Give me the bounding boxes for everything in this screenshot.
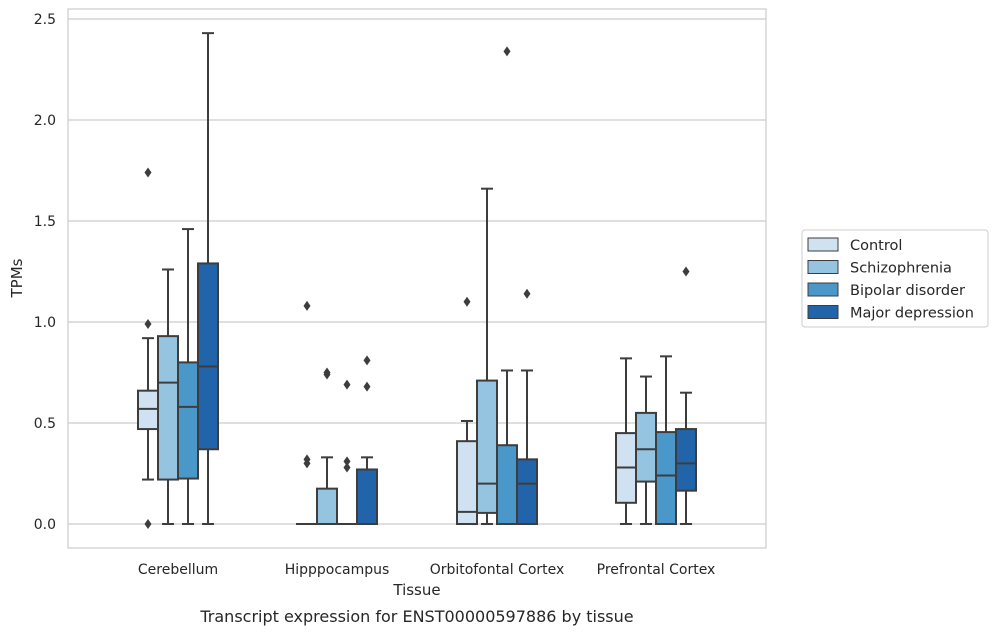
box-control [456, 296, 478, 525]
box-bipolar-disorder [496, 46, 518, 525]
legend-swatch [807, 237, 839, 252]
legend-label: Major depression [850, 306, 974, 322]
box-body [157, 335, 179, 481]
outlier-point [144, 519, 152, 529]
y-tick-label: 1.0 [34, 315, 56, 331]
plot-area-frame [67, 8, 767, 549]
legend-label: Schizophrenia [850, 261, 952, 277]
legend-frame [801, 229, 989, 328]
legend-swatch [807, 282, 839, 297]
outlier-point [343, 462, 351, 473]
box-major-depression [675, 266, 697, 525]
box-major-depression [516, 288, 538, 525]
x-tick-label: Cerebellum [138, 562, 218, 578]
box-body [316, 487, 338, 525]
outlier-point [363, 381, 371, 392]
outlier-point [144, 319, 152, 330]
outlier-point [682, 266, 690, 277]
outlier-point [363, 355, 371, 366]
x-axis-title: Tissue [392, 581, 440, 599]
x-tick-label: Orbitofontal Cortex [430, 562, 565, 578]
box-body [675, 428, 697, 492]
y-tick-label: 0.0 [34, 517, 56, 533]
box-body [496, 444, 518, 525]
outlier-point [463, 296, 471, 307]
box-bipolar-disorder [336, 379, 358, 526]
box-schizophrenia [635, 375, 657, 525]
box-bipolar-disorder [177, 228, 199, 525]
y-tick-labels: 0.0 0.5 1.0 1.5 2.0 2.5 [34, 12, 56, 533]
box-body [356, 468, 378, 525]
legend: Control Schizophrenia Bipolar disorder Majo… [801, 229, 989, 328]
box-major-depression [197, 32, 219, 525]
box-schizophrenia [316, 367, 338, 525]
box-body [177, 361, 199, 480]
box-control [137, 167, 159, 529]
box-body [197, 262, 219, 451]
outlier-point [303, 454, 311, 465]
legend-label: Control [850, 238, 902, 254]
outlier-point [343, 379, 351, 390]
x-tick-labels: Cerebellum Hipppocampus Orbitofontal Corte… [138, 562, 715, 578]
box-control [296, 300, 318, 526]
box-body [635, 411, 657, 483]
box-schizophrenia [157, 268, 179, 525]
box-control [615, 357, 637, 525]
boxes [137, 32, 697, 529]
box-body [137, 389, 159, 431]
box-schizophrenia [476, 187, 498, 525]
box-major-depression [356, 355, 378, 525]
x-tick-label: Prefrontal Cortex [597, 562, 716, 578]
box-bipolar-disorder [655, 355, 677, 525]
y-tick-label: 2.0 [34, 113, 56, 129]
legend-swatch [807, 260, 839, 274]
y-tick-label: 1.5 [34, 214, 56, 230]
box-body [476, 379, 498, 514]
y-tick-label: 0.5 [34, 416, 56, 432]
box-body [516, 458, 538, 525]
outlier-point [343, 456, 351, 467]
chart-caption: Transcript expression for ENST0000059788… [199, 607, 633, 626]
outlier-point [523, 288, 531, 299]
legend-swatch [807, 305, 839, 319]
outlier-point [303, 300, 311, 311]
outlier-point [503, 46, 511, 57]
box-body [655, 431, 677, 525]
y-axis-title: TPMs [8, 258, 26, 298]
outlier-point [144, 167, 152, 178]
legend-label: Bipolar disorder [850, 283, 965, 299]
y-tick-label: 2.5 [34, 12, 56, 28]
outlier-point [323, 369, 331, 380]
x-tick-label: Hipppocampus [285, 562, 390, 578]
